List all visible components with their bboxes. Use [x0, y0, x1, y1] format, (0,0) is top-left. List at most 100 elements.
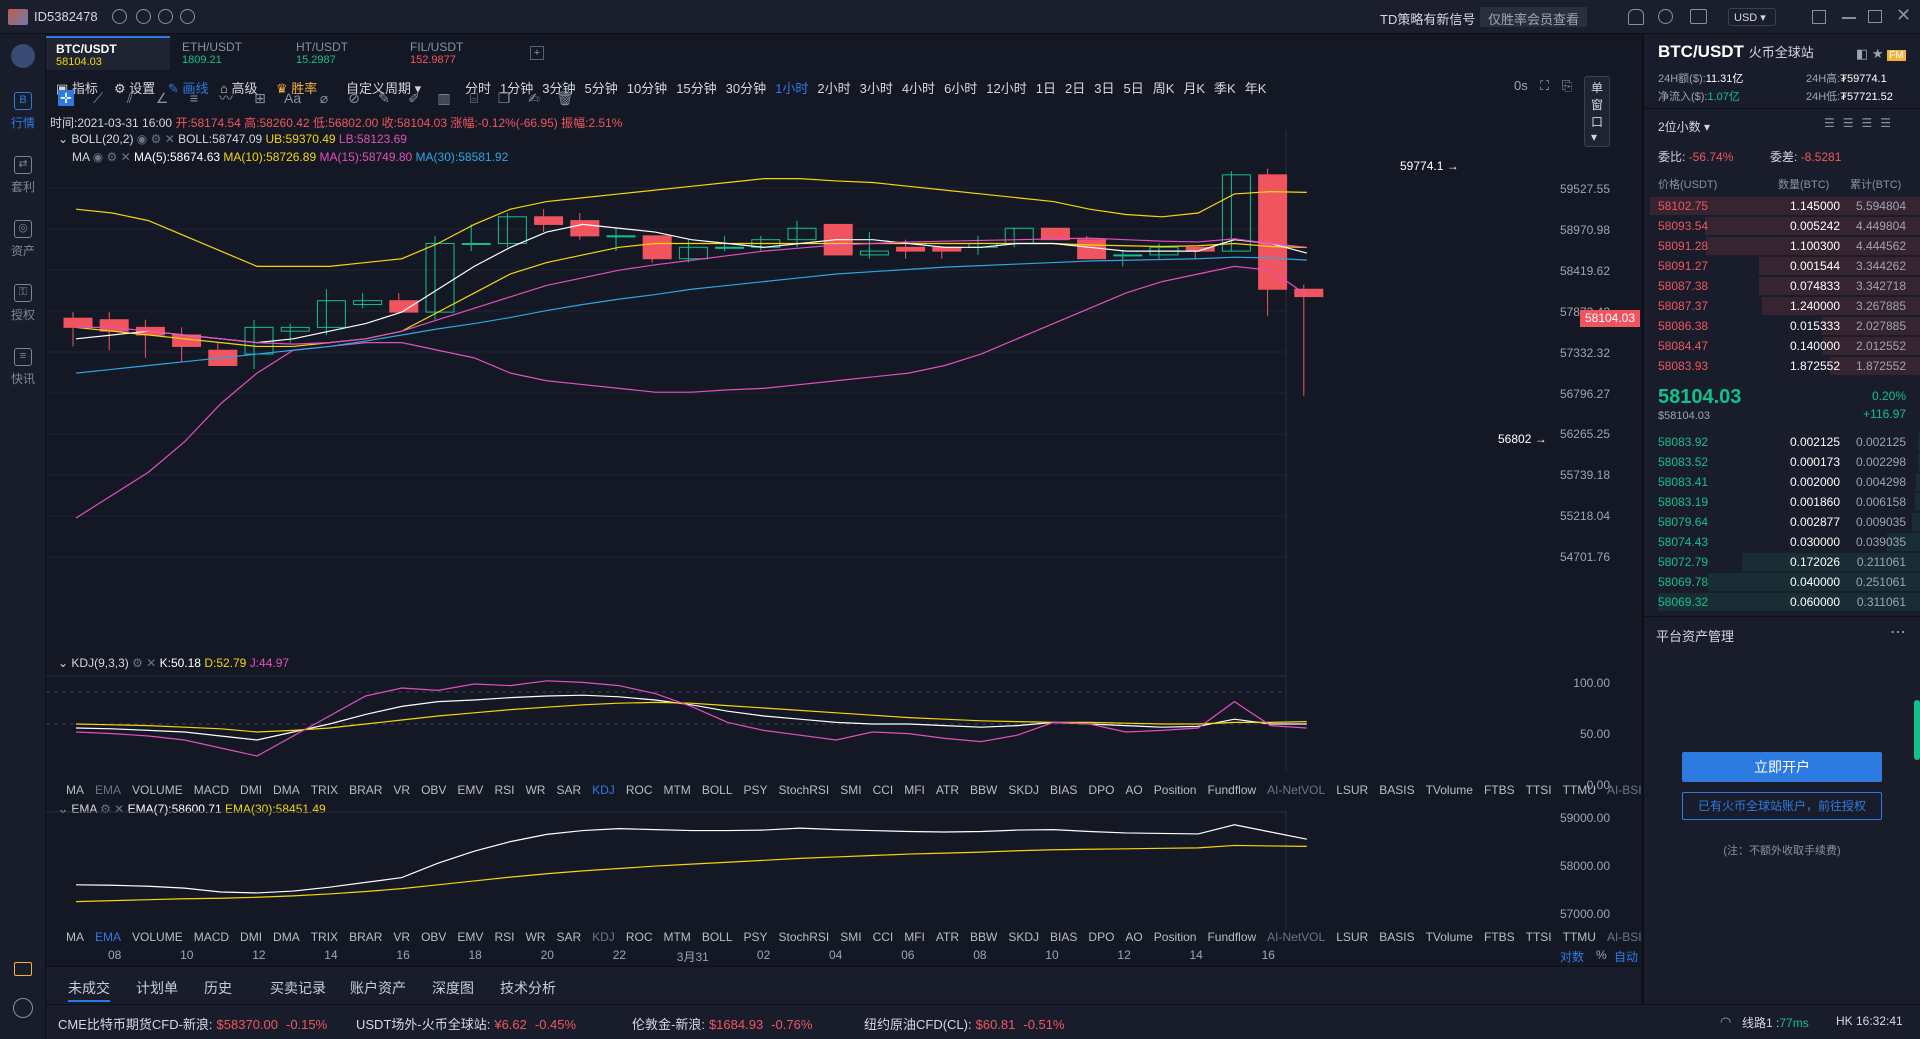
percent-scale-toggle[interactable]: % [1596, 948, 1607, 962]
period-0[interactable]: 分时 [465, 81, 492, 96]
tab-open-orders[interactable]: 未成交 [68, 978, 110, 1002]
indicator-macd[interactable]: MACD [193, 930, 230, 944]
indicator-atr[interactable]: ATR [935, 783, 960, 797]
eye-icon[interactable]: ◉ ⚙ ✕ [92, 150, 131, 164]
bid-row[interactable]: 58072.79 0.172026 0.211061 [1644, 552, 1920, 572]
indicator-skdj[interactable]: SKDJ [1008, 783, 1040, 797]
indicator-trix[interactable]: TRIX [310, 783, 339, 797]
window-mode-select[interactable]: 单窗口 ▾ [1584, 76, 1611, 147]
parallel-tool-icon[interactable]: ≡ [189, 90, 199, 106]
period-1[interactable]: 1分钟 [500, 81, 534, 96]
ticker-item[interactable]: CME比特币期货CFD-新浪: $58370.00 -0.15% [58, 1014, 327, 1033]
indicator-basis[interactable]: BASIS [1379, 930, 1415, 944]
advanced-button[interactable]: ⌂ 高级 [220, 78, 280, 97]
ticker-item[interactable]: 纽约原油CFD(CL): $60.81 -0.51% [864, 1014, 1065, 1033]
period-10[interactable]: 4小时 [901, 81, 936, 96]
indicator-bias[interactable]: BIAS [1050, 783, 1078, 797]
indicator-mtm[interactable]: MTM [663, 783, 691, 797]
period-17[interactable]: 周K [1152, 81, 1175, 96]
bid-row[interactable]: 58069.78 0.040000 0.251061 [1644, 572, 1920, 592]
indicator-smi[interactable]: SMI [840, 783, 862, 797]
bid-row[interactable]: 58083.41 0.002000 0.004298 [1644, 472, 1920, 492]
bid-row[interactable]: 58079.64 0.002877 0.009035 [1644, 512, 1920, 532]
indicator-mfi[interactable]: MFI [904, 930, 925, 944]
period-3[interactable]: 5分钟 [584, 81, 618, 96]
indicator-volume[interactable]: VOLUME [132, 930, 183, 944]
indicator-brar[interactable]: BRAR [349, 930, 383, 944]
indicator-position[interactable]: Position [1153, 783, 1197, 797]
precision-select[interactable]: 2位小数 ▾ [1658, 120, 1711, 134]
custom-period-dropdown[interactable]: 自定义周期 ▾ [346, 81, 422, 96]
multi-line-tool-icon[interactable]: ⫽ [126, 90, 134, 106]
indicator-sar[interactable]: SAR [556, 783, 582, 797]
indicator-bias[interactable]: BIAS [1050, 930, 1078, 944]
period-18[interactable]: 月K [1183, 81, 1206, 96]
indicator-psy[interactable]: PSY [743, 783, 768, 797]
ask-row[interactable]: 58086.38 0.015333 2.027885 [1644, 316, 1920, 336]
shield-icon[interactable] [136, 9, 151, 24]
tab-trades[interactable]: 买卖记录 [270, 980, 326, 996]
copy-icon[interactable]: ❐ [497, 90, 511, 106]
indicator-ai-netvol[interactable]: AI-NetVOL [1267, 930, 1326, 944]
indicator-fundflow[interactable]: Fundflow [1207, 783, 1257, 797]
period-16[interactable]: 5日 [1123, 81, 1144, 96]
period-9[interactable]: 3小时 [859, 81, 893, 96]
kdj-chart[interactable] [46, 674, 1640, 770]
period-13[interactable]: 1日 [1035, 81, 1056, 96]
indicator-roc[interactable]: ROC [625, 930, 653, 944]
text-tool-icon[interactable]: Aa [284, 90, 302, 106]
edit-icon[interactable]: ✍ [528, 90, 540, 106]
indicator-bbw[interactable]: BBW [970, 783, 998, 797]
shirt-icon[interactable] [1690, 9, 1707, 24]
indicator-dpo[interactable]: DPO [1088, 783, 1115, 797]
tab-plan-orders[interactable]: 计划单 [136, 980, 178, 996]
eye-icon[interactable]: ◉ ⚙ ✕ [136, 132, 175, 146]
period-12[interactable]: 12小时 [986, 81, 1027, 96]
indicator-atr[interactable]: ATR [935, 930, 960, 944]
bid-row[interactable]: 58069.32 0.060000 0.311061 [1644, 592, 1920, 612]
indicator-position[interactable]: Position [1153, 930, 1197, 944]
bid-row[interactable]: 58083.19 0.001860 0.006158 [1644, 492, 1920, 512]
trash-icon[interactable]: 🗑 [556, 90, 574, 106]
indicator-ema[interactable]: EMA [95, 930, 122, 944]
period-7[interactable]: 1小时 [775, 81, 809, 96]
indicator-ai-bsi[interactable]: AI-BSI [1606, 783, 1642, 797]
indicator-emv[interactable]: EMV [457, 783, 484, 797]
ask-row[interactable]: 58083.93 1.872552 1.872552 [1644, 356, 1920, 376]
period-5[interactable]: 15分钟 [676, 81, 717, 96]
indicator-lsur[interactable]: LSUR [1336, 930, 1369, 944]
bell-icon[interactable] [1628, 9, 1644, 25]
check-icon[interactable] [158, 9, 173, 24]
indicator-ao[interactable]: AO [1125, 783, 1143, 797]
line-tool-icon[interactable]: ⟋ [93, 90, 103, 106]
indicator-ema[interactable]: EMA [95, 783, 122, 797]
line-status[interactable]: 线路1 :77ms [1742, 1014, 1809, 1031]
indicator-ai-netvol[interactable]: AI-NetVOL [1267, 783, 1326, 797]
period-11[interactable]: 6小时 [944, 81, 978, 96]
indicator-emv[interactable]: EMV [457, 930, 484, 944]
bid-row[interactable]: 58083.52 0.000173 0.002298 [1644, 452, 1920, 472]
settings-icon[interactable]: ⚙ ✕ [132, 656, 157, 670]
sidebar-item-news[interactable]: ≡ 快讯 [0, 348, 46, 387]
tab-technical[interactable]: 技术分析 [500, 980, 556, 996]
book-layout-icons[interactable]: ☰☰☰☰ [1824, 116, 1900, 130]
bars-icon[interactable]: ▥ [437, 90, 451, 106]
search-icon[interactable] [1658, 9, 1673, 24]
indicator-cci[interactable]: CCI [872, 930, 894, 944]
period-4[interactable]: 10分钟 [626, 81, 668, 96]
diamond-icon[interactable] [14, 962, 32, 976]
period-19[interactable]: 季K [1214, 81, 1236, 96]
indicator-ftbs[interactable]: FTBS [1483, 930, 1515, 944]
angle-tool-icon[interactable]: ∠ [155, 90, 169, 106]
indicator-obv[interactable]: OBV [421, 930, 447, 944]
indicator-ftbs[interactable]: FTBS [1483, 783, 1515, 797]
bid-row[interactable]: 58074.43 0.030000 0.039035 [1644, 532, 1920, 552]
close-icon[interactable]: ✕ [1896, 5, 1912, 25]
pin-icon[interactable] [1812, 10, 1826, 24]
authorize-button[interactable]: 已有火币全球站账户，前往授权 [1682, 792, 1882, 820]
tab-depth[interactable]: 深度图 [432, 980, 474, 996]
indicator-boll[interactable]: BOLL [701, 930, 733, 944]
open-account-button[interactable]: 立即开户 [1682, 752, 1882, 782]
collapse-icon[interactable]: ⌄ [58, 132, 69, 146]
fullscreen-icon[interactable]: ⛶ [1540, 78, 1550, 93]
